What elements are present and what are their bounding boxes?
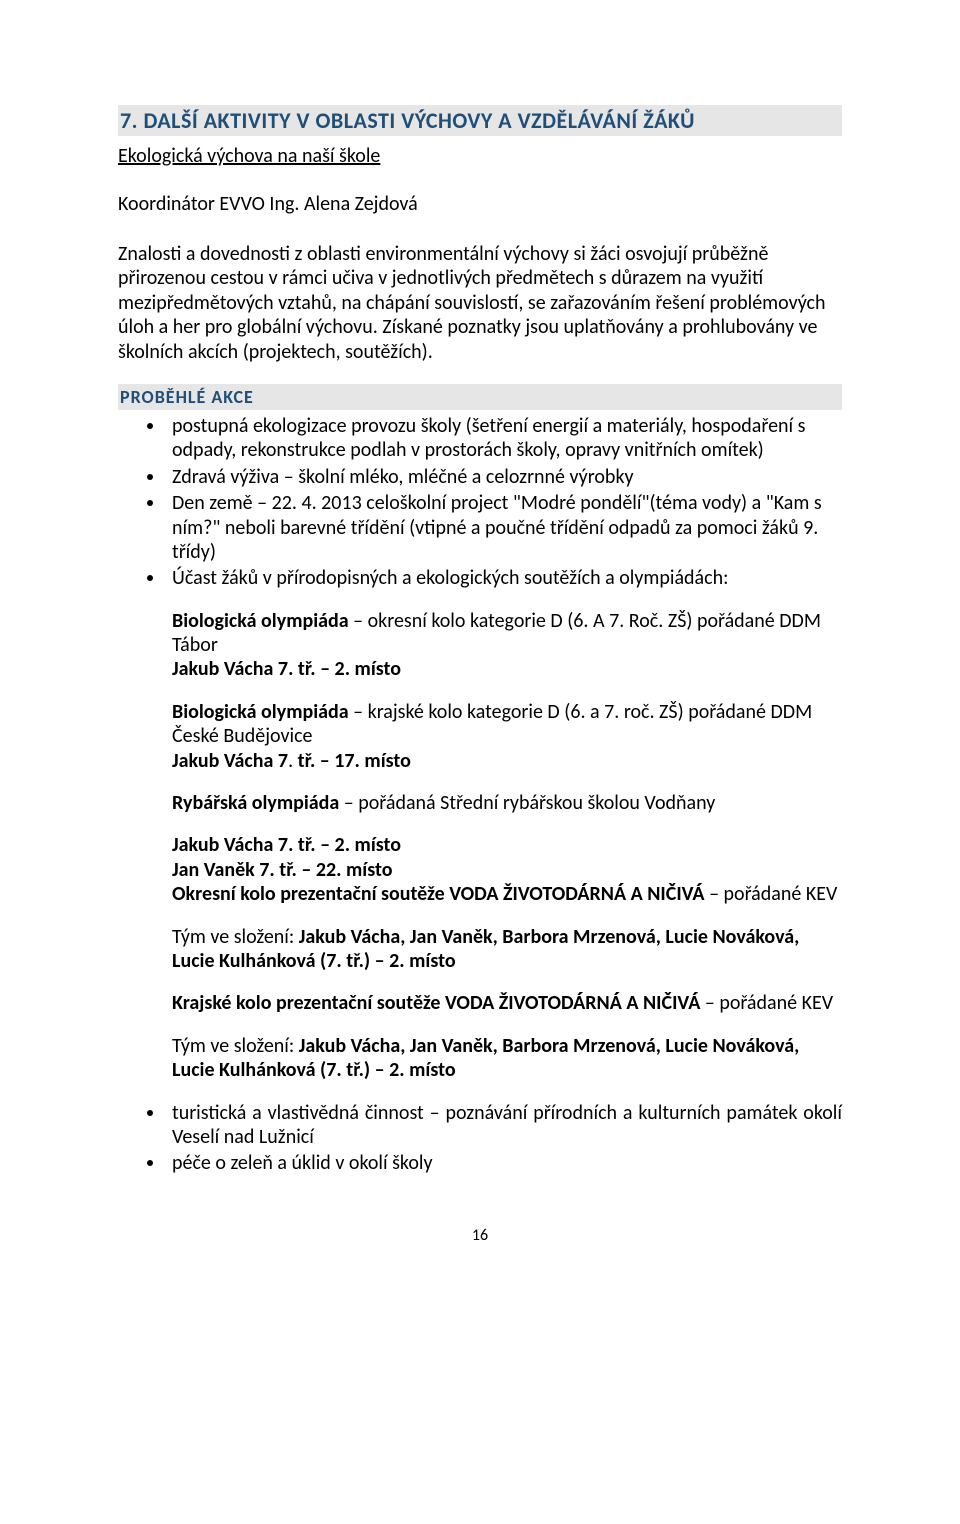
bullet-item: Den země – 22. 4. 2013 celoškolní projec… bbox=[166, 491, 842, 564]
result-block: Biologická olympiáda – krajské kolo kate… bbox=[172, 700, 842, 773]
result-block: Jakub Vácha 7. tř. – 2. místoJan Vaněk 7… bbox=[172, 833, 842, 906]
bold-text: Jakub Vácha 7. tř. – 2. místo bbox=[172, 833, 401, 857]
plain-text: Tým ve složení: bbox=[172, 925, 299, 949]
result-line: Jan Vaněk 7. tř. – 22. místo bbox=[172, 858, 842, 882]
result-block: Rybářská olympiáda – pořádaná Střední ry… bbox=[172, 791, 842, 815]
result-block: Tým ve složení: Jakub Vácha, Jan Vaněk, … bbox=[172, 925, 842, 974]
intro-paragraph: Znalosti a dovednosti z oblasti environm… bbox=[118, 242, 842, 364]
bold-text: Rybářská olympiáda bbox=[172, 791, 339, 815]
result-block: Tým ve složení: Jakub Vácha, Jan Vaněk, … bbox=[172, 1034, 842, 1083]
bullet-item: postupná ekologizace provozu školy (šetř… bbox=[166, 414, 842, 463]
heading-1: 7. DALŠÍ AKTIVITY V OBLASTI VÝCHOVY A VZ… bbox=[118, 105, 842, 136]
page-number: 16 bbox=[118, 1226, 842, 1245]
bold-text: tř. – 17. místo bbox=[298, 749, 411, 773]
bold-text: Jakub Vácha 7 bbox=[172, 749, 288, 773]
plain-text: Tým ve složení: bbox=[172, 1034, 299, 1058]
result-line: Tým ve složení: Jakub Vácha, Jan Vaněk, … bbox=[172, 925, 842, 974]
result-line: Okresní kolo prezentační soutěže VODA ŽI… bbox=[172, 882, 842, 906]
result-block: Krajské kolo prezentační soutěže VODA ŽI… bbox=[172, 991, 842, 1015]
results-blocks: Biologická olympiáda – okresní kolo kate… bbox=[118, 609, 842, 1083]
bullet-list-secondary: turistická a vlastivědná činnost – pozná… bbox=[118, 1101, 842, 1176]
bullet-item: Účast žáků v přírodopisných a ekologický… bbox=[166, 566, 842, 590]
bold-text: Biologická olympiáda bbox=[172, 609, 349, 633]
bold-text: Biologická olympiáda bbox=[172, 700, 349, 724]
plain-text: – pořádané KEV bbox=[700, 991, 833, 1015]
result-line: Biologická olympiáda – okresní kolo kate… bbox=[172, 609, 842, 658]
bullet-item: péče o zeleň a úklid v okolí školy bbox=[166, 1151, 842, 1175]
plain-text: – pořádaná Střední rybářskou školou Vodň… bbox=[339, 791, 715, 815]
result-line: Rybářská olympiáda – pořádaná Střední ry… bbox=[172, 791, 842, 815]
bold-text: Jan Vaněk 7. tř. – 22. místo bbox=[172, 858, 392, 882]
result-line: Jakub Vácha 7. tř. – 17. místo bbox=[172, 749, 842, 773]
plain-text: . bbox=[288, 749, 298, 773]
bold-text: Krajské kolo prezentační soutěže VODA ŽI… bbox=[172, 991, 700, 1015]
result-line: Tým ve složení: Jakub Vácha, Jan Vaněk, … bbox=[172, 1034, 842, 1083]
result-line: Jakub Vácha 7. tř. – 2. místo bbox=[172, 657, 842, 681]
result-line: Krajské kolo prezentační soutěže VODA ŽI… bbox=[172, 991, 842, 1015]
result-line: Biologická olympiáda – krajské kolo kate… bbox=[172, 700, 842, 749]
coordinator-line: Koordinátor EVVO Ing. Alena Zejdová bbox=[118, 192, 842, 216]
plain-text: – pořádané KEV bbox=[705, 882, 838, 906]
result-block: Biologická olympiáda – okresní kolo kate… bbox=[172, 609, 842, 682]
document-page: 7. DALŠÍ AKTIVITY V OBLASTI VÝCHOVY A VZ… bbox=[0, 0, 960, 1285]
bullet-item: Zdravá výživa – školní mléko, mléčné a c… bbox=[166, 465, 842, 489]
bullet-item: turistická a vlastivědná činnost – pozná… bbox=[166, 1101, 842, 1150]
heading-2: PROBĚHLÉ AKCE bbox=[118, 384, 842, 410]
result-line: Jakub Vácha 7. tř. – 2. místo bbox=[172, 833, 842, 857]
bullet-list-main: postupná ekologizace provozu školy (šetř… bbox=[118, 414, 842, 591]
bold-text: Okresní kolo prezentační soutěže VODA ŽI… bbox=[172, 882, 705, 906]
bold-text: Jakub Vácha 7. tř. – 2. místo bbox=[172, 657, 401, 681]
subtitle: Ekologická výchova na naší škole bbox=[118, 144, 842, 168]
